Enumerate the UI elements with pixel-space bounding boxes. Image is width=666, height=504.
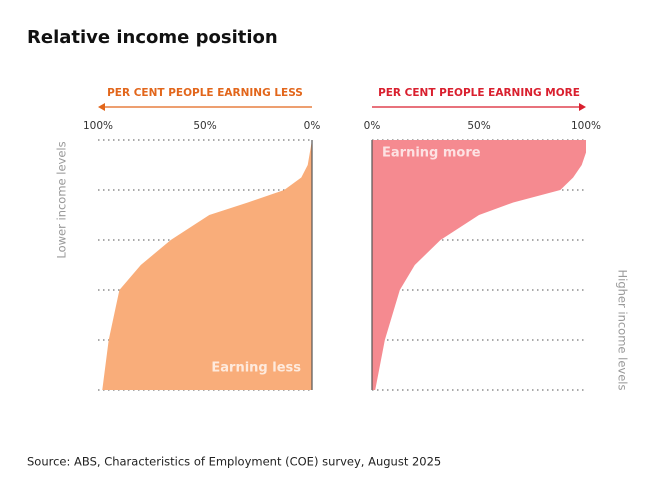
y-axis-label: Higher income levels [616,269,630,390]
x-tick-label: 0% [304,120,321,132]
area [372,140,586,390]
arrow-head [98,103,105,111]
x-tick-label: 100% [571,120,601,132]
x-tick-label: 50% [467,120,490,132]
x-tick-label: 0% [364,120,381,132]
panel-header: PER CENT PEOPLE EARNING LESS [107,87,303,99]
source-note: Source: ABS, Characteristics of Employme… [27,455,441,469]
area [102,140,312,390]
y-axis-label: Lower income levels [55,141,69,258]
x-tick-label: 100% [83,120,113,132]
x-tick-label: 50% [193,120,216,132]
chart-title: Relative income position [27,27,278,48]
series-label: Earning more [382,146,481,161]
series-label: Earning less [211,361,301,376]
panel-header: PER CENT PEOPLE EARNING MORE [378,87,580,99]
arrow-head [579,103,586,111]
